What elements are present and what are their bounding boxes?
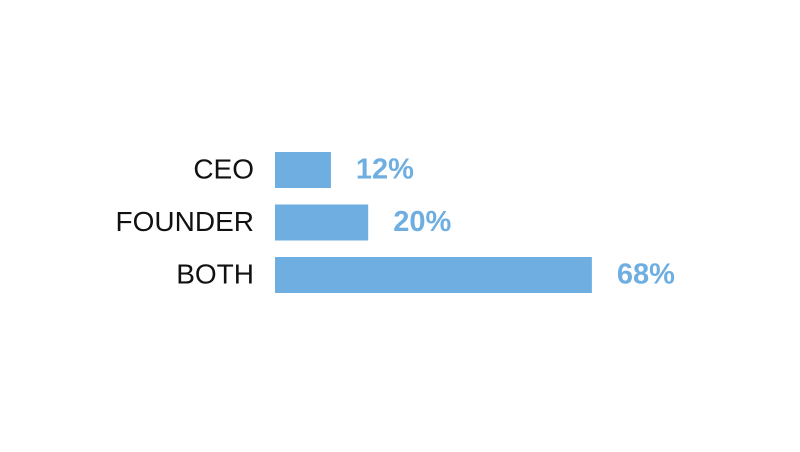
value-label: 12%	[356, 154, 414, 186]
category-label: CEO	[193, 153, 254, 184]
category-label: FOUNDER	[116, 206, 254, 237]
bar	[275, 257, 592, 293]
category-label: BOTH	[176, 258, 254, 289]
bar	[275, 152, 331, 188]
value-label: 20%	[393, 206, 451, 238]
bar	[275, 204, 369, 241]
value-label: 68%	[617, 259, 675, 291]
